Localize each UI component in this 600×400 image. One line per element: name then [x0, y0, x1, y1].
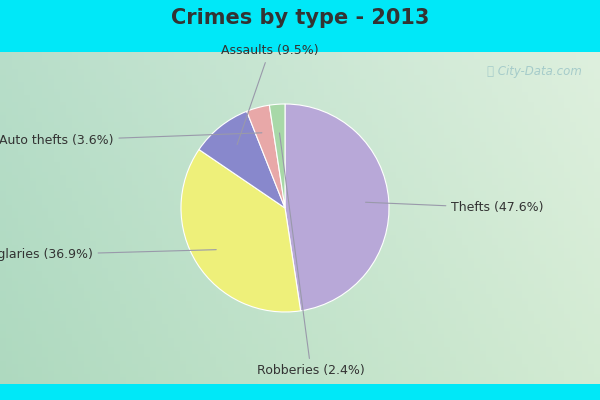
Text: Burglaries (36.9%): Burglaries (36.9%) [0, 248, 216, 261]
Text: Crimes by type - 2013: Crimes by type - 2013 [171, 8, 429, 28]
Text: Thefts (47.6%): Thefts (47.6%) [365, 202, 544, 214]
Text: ⓘ City-Data.com: ⓘ City-Data.com [487, 65, 582, 78]
Wedge shape [181, 150, 301, 312]
Wedge shape [199, 111, 285, 208]
Text: Auto thefts (3.6%): Auto thefts (3.6%) [0, 133, 262, 147]
Wedge shape [285, 104, 389, 311]
Text: Assaults (9.5%): Assaults (9.5%) [221, 44, 318, 144]
Text: Robberies (2.4%): Robberies (2.4%) [257, 133, 365, 377]
Wedge shape [269, 104, 285, 208]
Wedge shape [247, 105, 285, 208]
